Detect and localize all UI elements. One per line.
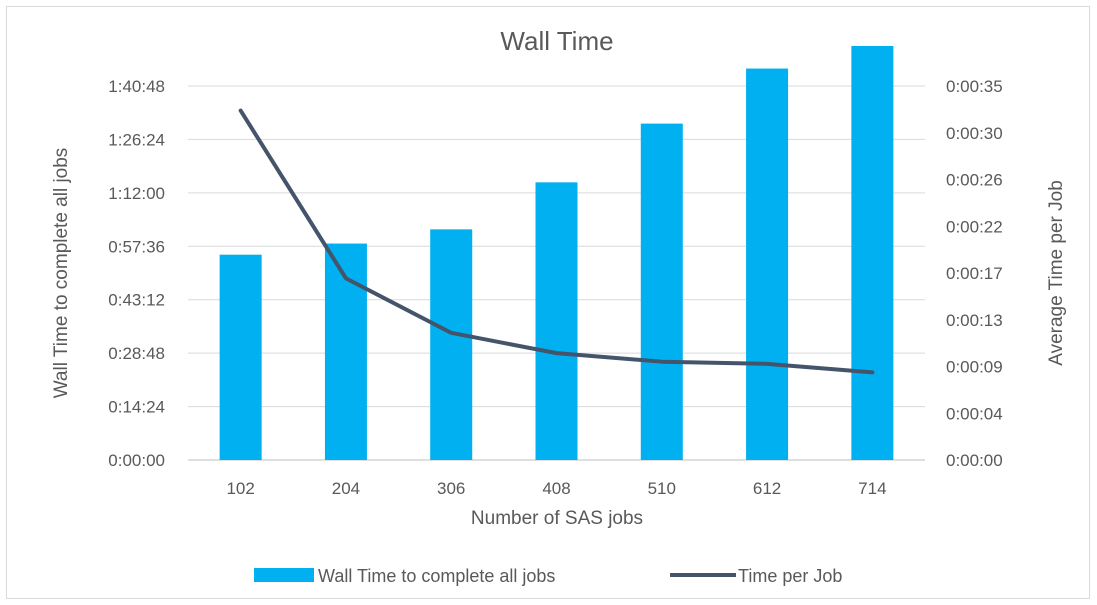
- right-axis-title: Average Time per Job: [1046, 180, 1067, 366]
- left-tick-label: 0:57:36: [108, 237, 165, 256]
- x-tick-label: 612: [753, 479, 781, 498]
- right-tick-label: 0:00:00: [946, 451, 1003, 470]
- right-tick-label: 0:00:17: [946, 264, 1003, 283]
- right-tick-label: 0:00:22: [946, 217, 1003, 236]
- left-tick-label: 0:43:12: [108, 291, 165, 310]
- legend-swatch-bar: [254, 568, 314, 582]
- bar: [535, 182, 578, 460]
- left-axis-ticks: 0:00:00 0:14:24 0:28:48 0:43:12 0:57:36 1:12:…: [108, 77, 165, 470]
- left-axis-title: Wall Time to complete all jobs: [51, 148, 72, 399]
- bar: [851, 46, 894, 460]
- x-tick-label: 306: [437, 479, 465, 498]
- bar: [746, 68, 789, 460]
- bar: [640, 123, 683, 460]
- bar: [219, 254, 262, 460]
- time-per-job-line: [238, 108, 875, 375]
- x-tick-label: 510: [648, 479, 676, 498]
- right-tick-label: 0:00:35: [946, 77, 1003, 96]
- left-tick-label: 1:26:24: [108, 130, 165, 149]
- right-tick-label: 0:00:26: [946, 171, 1003, 190]
- left-tick-label: 0:14:24: [108, 398, 165, 417]
- left-tick-label: 0:00:00: [108, 451, 165, 470]
- x-tick-label: 408: [542, 479, 570, 498]
- right-tick-label: 0:00:13: [946, 311, 1003, 330]
- line-series: [238, 108, 875, 375]
- right-tick-label: 0:00:09: [946, 358, 1003, 377]
- right-tick-label: 0:00:30: [946, 124, 1003, 143]
- left-tick-label: 1:12:00: [108, 184, 165, 203]
- x-tick-label: 714: [858, 479, 886, 498]
- x-tick-label: 204: [332, 479, 360, 498]
- x-tick-label: 102: [226, 479, 254, 498]
- legend-label-bar: Wall Time to complete all jobs: [318, 566, 555, 586]
- legend: Wall Time to complete all jobs Time per …: [254, 566, 842, 586]
- bar-series: [219, 46, 894, 460]
- left-tick-label: 1:40:48: [108, 77, 165, 96]
- right-axis-ticks: 0:00:00 0:00:04 0:00:09 0:00:13 0:00:17 0:00:…: [946, 77, 1003, 470]
- chart-title: Wall Time: [500, 26, 613, 56]
- left-tick-label: 0:28:48: [108, 344, 165, 363]
- bar: [430, 229, 473, 460]
- legend-label-line: Time per Job: [738, 566, 842, 586]
- right-tick-label: 0:00:04: [946, 404, 1003, 423]
- x-axis-title: Number of SAS jobs: [471, 508, 643, 529]
- x-axis-ticks: 102 204 306 408 510 612 714: [226, 479, 886, 498]
